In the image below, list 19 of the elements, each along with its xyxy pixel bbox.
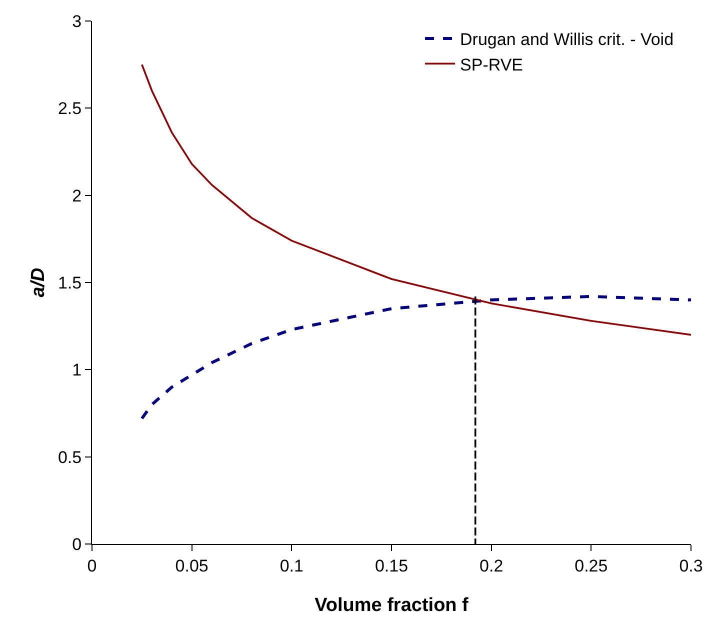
legend-label: SP-RVE xyxy=(460,55,524,74)
y-tick-label: 3 xyxy=(72,12,82,31)
x-tick-label: 0.3 xyxy=(679,556,703,576)
x-tick-label: 0.1 xyxy=(280,556,304,576)
x-tick-label: 0.05 xyxy=(175,556,208,576)
y-tick-label: 0.5 xyxy=(58,448,82,467)
line-series xyxy=(140,294,691,420)
x-tick-label: 0.2 xyxy=(480,556,504,576)
x-tick-label: 0.15 xyxy=(374,556,408,576)
x-tick-label: 0 xyxy=(87,556,97,576)
y-tick-label: 1 xyxy=(72,360,82,380)
y-tick-label: 1.5 xyxy=(58,273,82,292)
legend-label: Drugan and Willis crit. - Void xyxy=(460,30,674,50)
y-axis-title: a/D xyxy=(28,267,49,298)
y-tick-label: 2 xyxy=(72,186,82,206)
y-tick-label: 0 xyxy=(72,534,82,554)
x-axis-title: Volume fraction f xyxy=(314,595,470,616)
y-tick-label: 2.5 xyxy=(58,99,82,118)
x-tick-label: 0.25 xyxy=(574,556,608,576)
